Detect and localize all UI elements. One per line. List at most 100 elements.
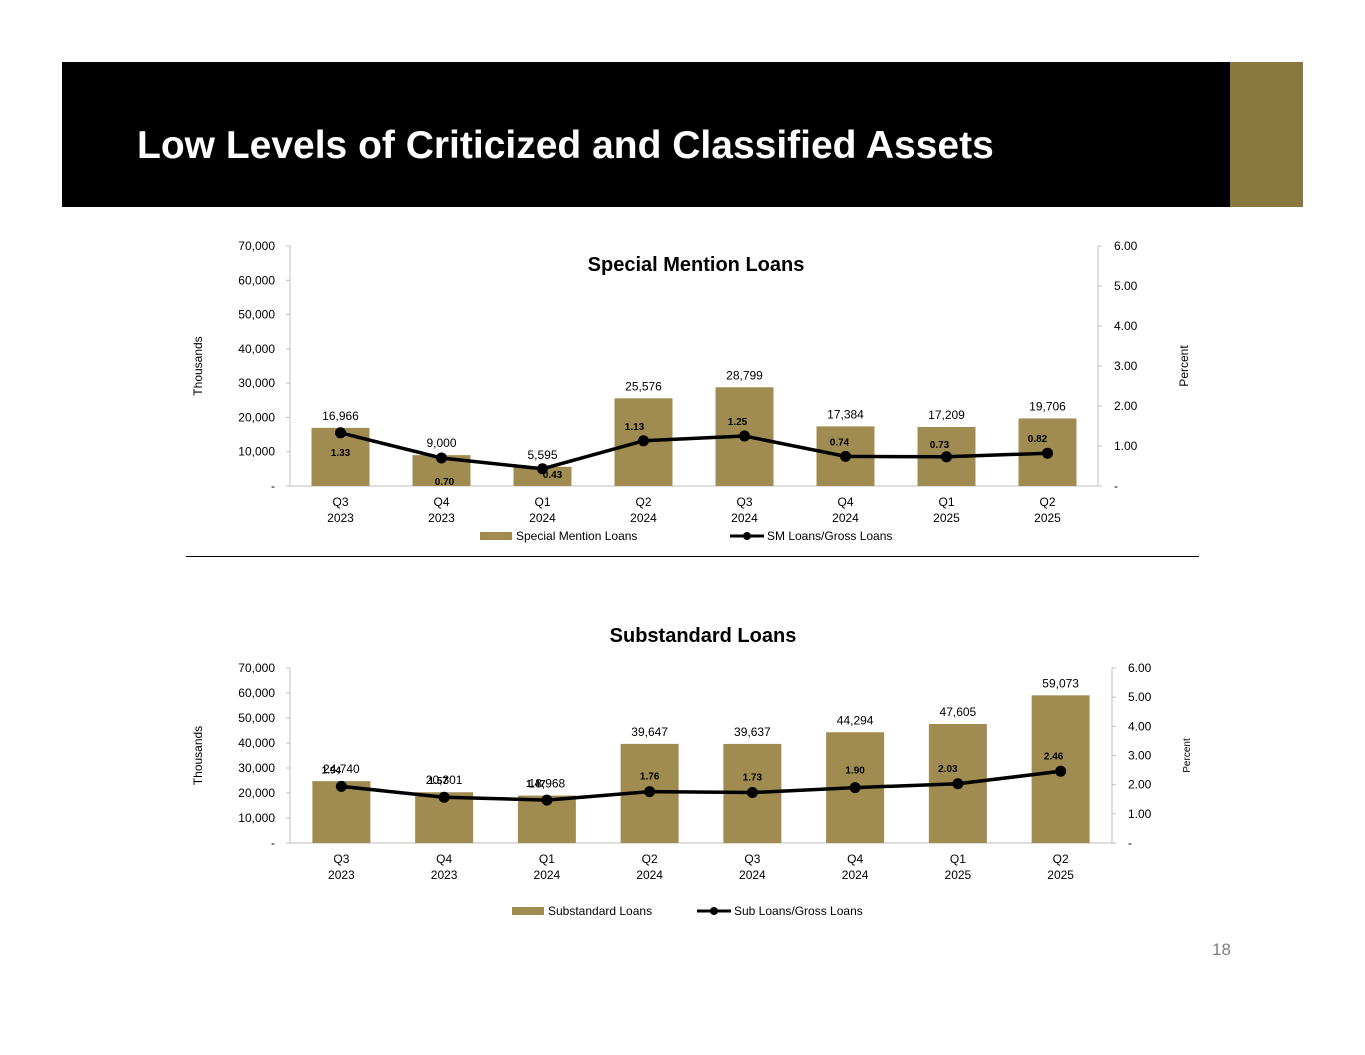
chart2-ratio-value-label: 2.03: [938, 764, 958, 775]
chart2-right-tick-label: 3.00: [1128, 749, 1152, 763]
chart1-right-tick-label: 3.00: [1114, 359, 1138, 373]
chart2-left-tick-label: 60,000: [238, 686, 275, 700]
chart1-bar-value-label: 5,595: [527, 448, 557, 462]
chart1-right-tick-label: 5.00: [1114, 279, 1138, 293]
chart1-left-tick-label: 50,000: [238, 308, 275, 322]
chart2-ratio-point: [746, 787, 758, 799]
chart2-legend-line-marker: [710, 907, 718, 915]
chart1-category-year-label: 2024: [731, 511, 758, 525]
chart1-ratio-point: [739, 430, 750, 442]
chart1-bar: [513, 466, 572, 486]
chart2-right-tick-label: -: [1128, 836, 1132, 850]
chart1-left-tick-label: 30,000: [238, 376, 275, 390]
chart1-y2-axis-label: Percent: [1177, 345, 1191, 387]
chart1-left-tick-label: 70,000: [238, 239, 275, 253]
chart1-ratio-point: [1042, 447, 1053, 459]
chart1-ratio-point: [335, 427, 346, 439]
chart2-category-label: Q1: [950, 852, 966, 866]
chart1-ratio-value-label: 0.74: [830, 437, 850, 448]
chart1-left-tick-label: 20,000: [238, 410, 275, 424]
chart2-category-year-label: 2023: [431, 868, 458, 882]
chart2-bar-value-label: 39,637: [734, 725, 771, 739]
chart1-category-label: Q1: [938, 495, 954, 509]
chart1-category-year-label: 2024: [832, 511, 859, 525]
chart2-bar-value-label: 59,073: [1042, 676, 1079, 690]
chart2-y-axis-label: Thousands: [191, 726, 205, 785]
chart1-category-label: Q4: [433, 495, 449, 509]
chart2-ratio-value-label: 1.76: [640, 772, 660, 783]
chart2-right-tick-label: 5.00: [1128, 690, 1152, 704]
chart2-category-year-label: 2024: [636, 868, 663, 882]
chart2-right-tick-label: 2.00: [1128, 778, 1152, 792]
chart1-ratio-line: [340, 431, 1048, 471]
chart2-category-year-label: 2024: [842, 868, 869, 882]
chart1-category-year-label: 2023: [428, 511, 455, 525]
header-bar: [62, 62, 1230, 207]
chart2-legend-bar-label: Substandard Loans: [548, 904, 652, 918]
chart2-ratio-value-label: 1.73: [743, 773, 763, 784]
chart2-category-label: Q2: [1053, 852, 1069, 866]
chart2-left-tick-label: 70,000: [238, 661, 275, 675]
chart2-bar-value-label: 39,647: [631, 725, 668, 739]
page-title: Low Levels of Criticized and Classified …: [137, 124, 994, 167]
chart2-left-tick-label: 50,000: [238, 711, 275, 725]
chart2-category-label: Q1: [539, 852, 555, 866]
chart1-bar-value-label: 19,706: [1029, 399, 1066, 413]
chart2-ratio-point: [335, 780, 347, 792]
chart2-left-tick-label: 10,000: [238, 811, 275, 825]
chart1-right-tick-label: 6.00: [1114, 239, 1138, 253]
chart2-category-label: Q3: [333, 852, 349, 866]
chart2-category-year-label: 2024: [739, 868, 766, 882]
chart1-category-label: Q4: [837, 495, 853, 509]
chart1-ratio-value-label: 0.43: [543, 470, 563, 481]
chart2-ratio-point: [1055, 765, 1067, 777]
chart-divider: [186, 556, 1199, 557]
chart1-right-tick-label: 4.00: [1114, 319, 1138, 333]
chart2-ratio-value-label: 2.46: [1044, 751, 1064, 762]
chart2-legend-bar-swatch: [512, 907, 544, 915]
header-accent: [1230, 62, 1303, 207]
chart2-category-label: Q4: [436, 852, 452, 866]
chart1-ratio-point: [436, 452, 447, 464]
chart1-left-tick-label: -: [271, 479, 275, 493]
chart1-ratio-point: [840, 450, 851, 462]
chart2-ratio-point: [541, 794, 553, 806]
chart2-left-tick-label: 40,000: [238, 736, 275, 750]
chart2-title: Substandard Loans: [610, 625, 797, 647]
chart2-legend-line-label: Sub Loans/Gross Loans: [734, 904, 863, 918]
chart2-category-label: Q2: [642, 852, 658, 866]
chart1-legend-line-marker: [743, 532, 751, 540]
chart1-category-label: Q2: [1039, 495, 1055, 509]
chart1-legend-bar-label: Special Mention Loans: [516, 529, 637, 543]
chart2-left-tick-label: -: [271, 836, 275, 850]
chart1-y-axis-label: Thousands: [191, 336, 205, 395]
chart1-category-label: Q3: [736, 495, 752, 509]
chart2-category-year-label: 2025: [945, 868, 972, 882]
chart1-right-tick-label: -: [1114, 479, 1118, 493]
chart1-category-label: Q1: [534, 495, 550, 509]
chart2-bar-value-label: 47,605: [940, 705, 977, 719]
chart2-category-label: Q4: [847, 852, 863, 866]
chart1-left-tick-label: 60,000: [238, 273, 275, 287]
chart1-ratio-point: [638, 435, 649, 447]
chart1-ratio-value-label: 1.33: [331, 448, 351, 459]
chart1-title: Special Mention Loans: [588, 254, 805, 276]
chart1-bar-value-label: 25,576: [625, 379, 662, 393]
chart1-ratio-value-label: 0.73: [930, 440, 950, 451]
chart2-bar-value-label: 18,968: [529, 777, 566, 791]
chart1-right-tick-label: 1.00: [1114, 439, 1138, 453]
chart2-ratio-value-label: 1.94: [322, 765, 342, 776]
chart1-ratio-point: [941, 451, 952, 463]
chart2-ratio-point: [849, 782, 861, 794]
chart1-ratio-value-label: 0.70: [435, 477, 455, 488]
chart2-left-tick-label: 30,000: [238, 761, 275, 775]
chart1-bar-value-label: 9,000: [426, 436, 456, 450]
page-number: 18: [1212, 940, 1231, 959]
chart1-bar-value-label: 17,209: [928, 408, 965, 422]
chart1-left-tick-label: 40,000: [238, 342, 275, 356]
chart1-category-year-label: 2025: [933, 511, 960, 525]
chart1-category-year-label: 2024: [630, 511, 657, 525]
chart1-bar-value-label: 28,799: [726, 368, 763, 382]
chart2-bar-value-label: 24,740: [323, 762, 360, 776]
